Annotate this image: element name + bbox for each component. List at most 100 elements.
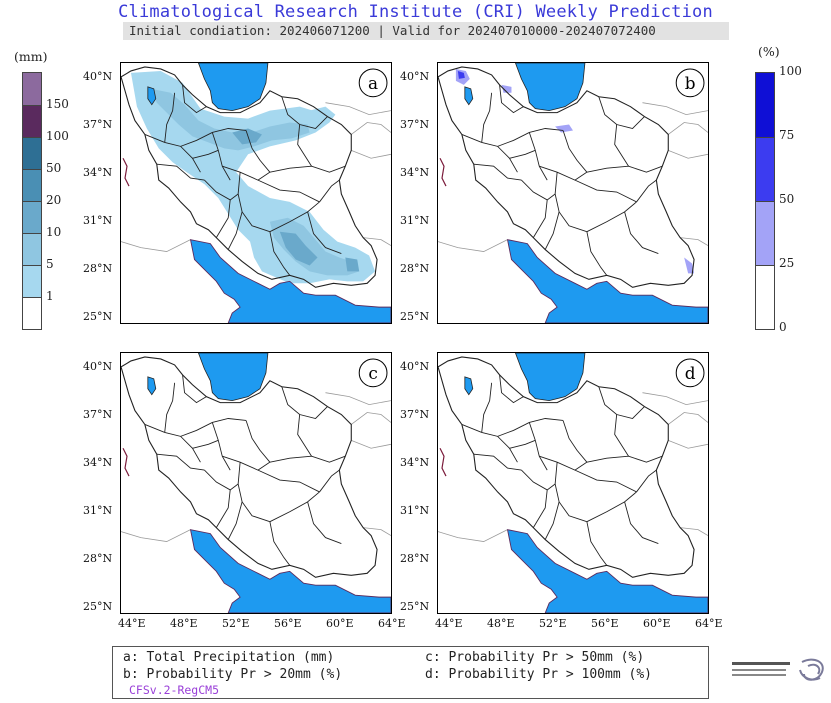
- province-border: [222, 165, 271, 181]
- province-border: [269, 231, 291, 276]
- province-border: [598, 96, 645, 129]
- province-border: [227, 211, 243, 250]
- map-panel-d: d: [437, 352, 709, 614]
- province-border: [509, 149, 536, 159]
- legend-d: d: Probability Pr > 100mm (%): [425, 667, 652, 682]
- red-sea-coast: [439, 158, 447, 187]
- province-border: [586, 201, 637, 233]
- precip-contour: [684, 257, 695, 274]
- lat-tick-label: 31°N: [400, 214, 430, 227]
- neighbor-border: [363, 237, 391, 246]
- right_colorbar-swatch: [756, 265, 774, 329]
- lat-tick-label: 37°N: [400, 408, 430, 421]
- page-title: Climatological Research Institute (CRI) …: [118, 2, 713, 22]
- province-border: [554, 172, 588, 233]
- province-border: [281, 386, 328, 419]
- province-border: [562, 130, 588, 173]
- province-border: [586, 231, 608, 276]
- caspian-sea: [198, 353, 269, 402]
- lake-urmia: [147, 86, 157, 106]
- iran-border: [438, 66, 695, 288]
- province-border: [509, 439, 536, 449]
- province-border: [586, 491, 637, 523]
- province-border: [544, 501, 560, 540]
- province-border: [211, 422, 231, 471]
- province-border: [528, 132, 548, 181]
- province-border: [215, 199, 231, 238]
- left_colorbar-swatch: [23, 105, 41, 137]
- province-border: [319, 469, 340, 493]
- left_colorbar-swatch: [23, 233, 41, 265]
- neighbor-border: [351, 149, 391, 159]
- lon-tick-label: 44°E: [118, 617, 146, 630]
- right_colorbar-level-label: 0: [779, 320, 787, 334]
- province-border: [528, 422, 548, 471]
- province-border: [164, 382, 176, 433]
- neighbor-border: [438, 239, 508, 252]
- province-border: [539, 455, 588, 471]
- lon-tick-label: 48°E: [170, 617, 198, 630]
- model-name: CFSv.2-RegCM5: [129, 683, 220, 697]
- province-border: [269, 491, 320, 523]
- province-border: [180, 418, 247, 437]
- province-border: [144, 424, 201, 463]
- lat-tick-label: 31°N: [400, 504, 430, 517]
- province-border: [297, 414, 312, 457]
- province-border: [257, 179, 320, 203]
- province-border: [624, 211, 659, 254]
- legend-c: c: Probability Pr > 50mm (%): [425, 650, 645, 665]
- right_colorbar-level-label: 100: [779, 64, 802, 78]
- iran-border: [121, 356, 378, 578]
- red-sea-coast: [122, 448, 130, 477]
- left_colorbar-swatch: [23, 297, 41, 329]
- province-border: [192, 149, 219, 159]
- province-border: [215, 489, 231, 528]
- province-border: [182, 374, 207, 404]
- neighbor-border: [680, 237, 708, 246]
- precip-contour: [501, 84, 512, 93]
- province-border: [521, 179, 556, 201]
- province-border: [269, 455, 346, 463]
- neighbor-border: [438, 529, 508, 542]
- right_colorbar-swatch: [756, 137, 774, 201]
- legend-b: b: Probability Pr > 20mm (%): [123, 667, 343, 682]
- province-border: [204, 469, 239, 491]
- province-border: [499, 374, 524, 404]
- province-border: [574, 179, 637, 203]
- province-border: [624, 501, 659, 544]
- lake-urmia: [464, 86, 474, 106]
- precip-contour: [457, 70, 465, 79]
- province-border: [614, 124, 629, 167]
- lat-tick-label: 40°N: [83, 360, 113, 373]
- province-border: [192, 439, 219, 449]
- province-border: [586, 165, 663, 173]
- province-border: [481, 382, 493, 433]
- lat-tick-label: 37°N: [400, 118, 430, 131]
- caspian-sea: [515, 353, 586, 402]
- lat-tick-label: 31°N: [83, 214, 113, 227]
- province-border: [532, 489, 548, 528]
- panel-label: b: [685, 73, 696, 93]
- province-border: [307, 211, 342, 254]
- province-border: [574, 469, 637, 493]
- left_colorbar-level-label: 10: [46, 225, 62, 239]
- neighbor-border: [363, 527, 391, 536]
- institute-logo-icon: [730, 652, 828, 692]
- right_colorbar-level-label: 50: [779, 192, 795, 206]
- province-border: [473, 453, 522, 471]
- red-sea-coast: [439, 448, 447, 477]
- province-border: [211, 132, 231, 181]
- left_colorbar-swatch: [23, 137, 41, 169]
- province-border: [473, 163, 522, 181]
- lat-tick-label: 34°N: [400, 166, 430, 179]
- province-border: [297, 124, 312, 167]
- lon-tick-label: 48°E: [487, 617, 515, 630]
- left-colorbar: [22, 72, 42, 330]
- neighbor-border: [351, 412, 391, 425]
- lat-tick-label: 25°N: [400, 310, 430, 323]
- lat-tick-label: 25°N: [83, 310, 113, 323]
- lon-tick-label: 52°E: [222, 617, 250, 630]
- lat-tick-label: 25°N: [400, 600, 430, 613]
- province-border: [164, 92, 176, 143]
- lat-tick-label: 31°N: [83, 504, 113, 517]
